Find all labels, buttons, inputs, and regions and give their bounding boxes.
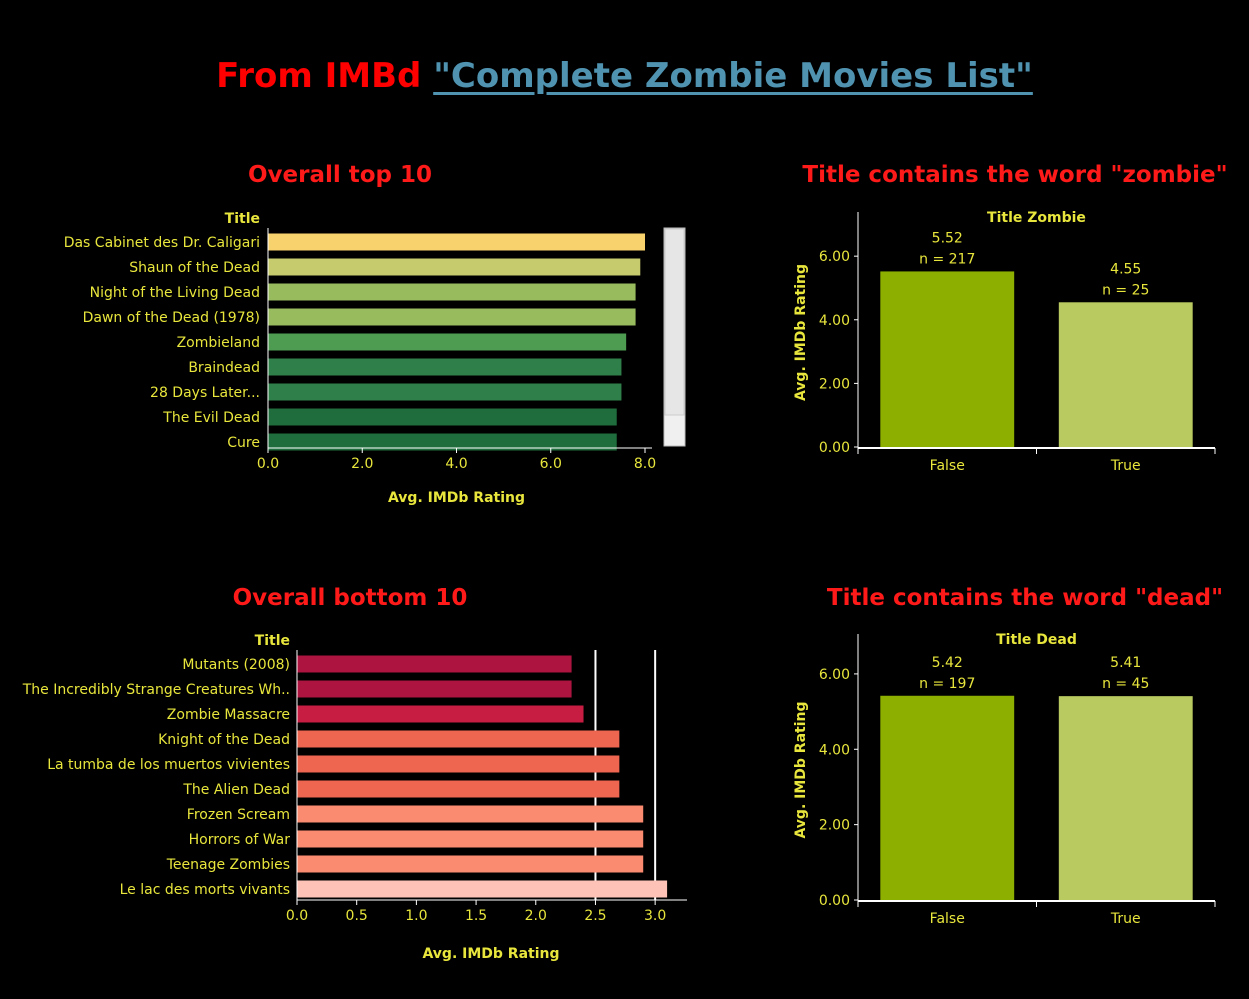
category-label: Zombieland [177,335,260,351]
x-tick-label: 0.0 [257,456,279,472]
x-tick-label: 2.0 [351,456,373,472]
dashboard-title: From IMBd "Complete Zombie Movies List" [0,56,1249,96]
count-label: n = 217 [919,251,975,267]
y-tick-label: 0.00 [819,440,850,456]
count-label: n = 197 [919,676,975,692]
x-tick-label: 3.0 [644,908,666,924]
title-prefix: From IMBd [216,56,422,96]
x-tick-label: 2.0 [525,908,547,924]
category-label: Mutants (2008) [182,657,290,673]
bar [268,333,627,351]
bar [880,695,1015,900]
column-header: Title Zombie [987,210,1086,226]
category-label: The Incredibly Strange Creatures Wh.. [22,682,290,698]
value-label: 5.52 [932,230,963,246]
y-tick-label: 4.00 [819,313,850,329]
category-label: La tumba de los muertos vivientes [47,757,290,773]
category-label: Night of the Living Dead [90,285,260,301]
x-tick-label: 1.5 [465,908,487,924]
category-label: Knight of the Dead [158,732,290,748]
y-tick-label: 4.00 [819,742,850,758]
bar [297,830,644,848]
category-label: Zombie Massacre [167,707,290,723]
bar [297,680,572,698]
category-label: Teenage Zombies [166,857,290,873]
scrollbar[interactable] [663,227,686,447]
scrollbar-thumb [664,228,685,416]
bottom10-title: Overall bottom 10 [232,585,468,611]
x-axis-label: Avg. IMDb Rating [388,490,525,506]
x-tick-label: 4.0 [445,456,467,472]
bar [297,780,620,798]
bar [297,730,620,748]
bar [268,233,645,251]
category-label: Le lac des morts vivants [120,882,290,898]
bar [1058,302,1193,447]
bar [268,433,617,451]
dead-title: Title contains the word "dead" [826,585,1224,611]
y-axis-label: Avg. IMDb Rating [793,264,809,401]
bar [268,408,617,426]
category-label: 28 Days Later... [150,385,260,401]
column-header: Title Dead [996,632,1077,648]
x-tick-label: 6.0 [540,456,562,472]
category-label: Frozen Scream [187,807,290,823]
category-label: Dawn of the Dead (1978) [83,310,260,326]
x-axis-label: Avg. IMDb Rating [422,946,559,962]
bar [297,755,620,773]
y-tick-label: 2.00 [819,376,850,392]
count-label: n = 25 [1102,282,1149,298]
y-axis-label: Avg. IMDb Rating [793,701,809,838]
category-label: Horrors of War [189,832,291,848]
x-tick-label: 0.5 [346,908,368,924]
category-label: The Alien Dead [182,782,290,798]
bar [268,283,636,301]
y-tick-label: 2.00 [819,818,850,834]
bar [268,258,641,276]
x-tick-label: 8.0 [634,456,656,472]
bar [297,655,572,673]
value-label: 5.42 [932,655,963,671]
x-tick-label: True [1110,458,1141,474]
x-tick-label: False [930,911,965,927]
category-header: Title [255,633,290,649]
bar [268,358,622,376]
x-tick-label: 2.5 [584,908,606,924]
category-label: Braindead [188,360,260,376]
bar [297,705,584,723]
x-tick-label: 1.0 [405,908,427,924]
y-tick-label: 0.00 [819,893,850,909]
x-tick-label: True [1110,911,1141,927]
bar [297,855,644,873]
bar [880,271,1015,447]
category-label: Das Cabinet des Dr. Caligari [64,235,260,251]
count-label: n = 45 [1102,676,1149,692]
title-link[interactable]: "Complete Zombie Movies List" [433,56,1033,96]
category-label: Cure [227,435,260,451]
bar [1058,696,1193,900]
zombie-title: Title contains the word "zombie" [802,162,1228,188]
bar [297,805,644,823]
y-tick-label: 6.00 [819,249,850,265]
category-header: Title [225,211,260,227]
top10-title: Overall top 10 [247,162,433,188]
value-label: 4.55 [1110,261,1141,277]
category-label: The Evil Dead [162,410,260,426]
x-tick-label: False [930,458,965,474]
category-label: Shaun of the Dead [129,260,260,276]
bar [268,308,636,326]
value-label: 5.41 [1110,655,1141,671]
bar [297,880,668,898]
bar [268,383,622,401]
y-tick-label: 6.00 [819,667,850,683]
x-tick-label: 0.0 [286,908,308,924]
